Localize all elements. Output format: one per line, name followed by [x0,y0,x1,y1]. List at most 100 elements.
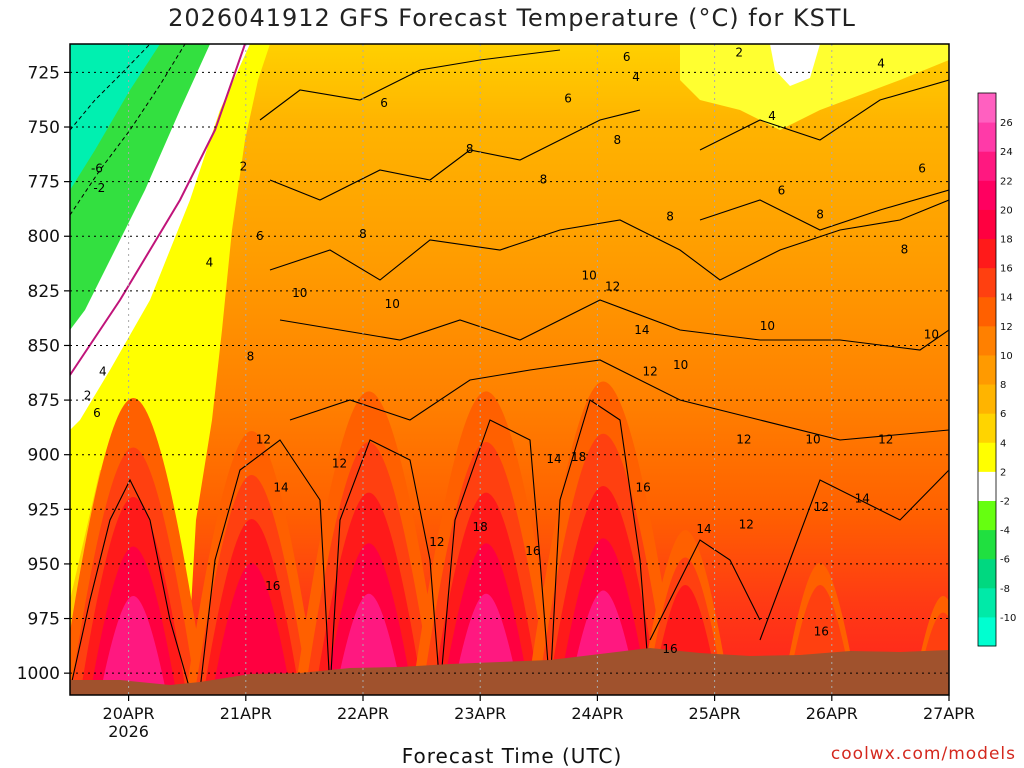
colorbar-label-0: -10 [1000,613,1016,624]
contour-label-23: 6 [564,92,572,106]
y-axis: 725 750 775 800 825 850 875 900 925 950 975 1000 [17,63,70,684]
contour-label-12: 16 [265,579,280,593]
colorbar-swatch-18 [978,93,996,123]
contour-label-42: 8 [816,207,824,221]
contour-label-24: 10 [582,269,597,283]
contour-label-26: 18 [571,450,586,464]
colorbar-swatch-5 [978,471,996,501]
contour-label-34: 16 [635,480,650,494]
contour-label-38: 12 [736,432,751,446]
contour-label-52: 12 [878,432,893,446]
colorbar-label-6: 4 [1000,438,1006,449]
contour-label-7: 6 [256,229,264,243]
contour-line-8 [279,299,949,351]
colorbar-swatch-13 [978,238,996,269]
contour-label-18: 12 [429,535,444,549]
x-tick-label-6: 26APR [806,704,858,723]
contour-line-9 [289,359,949,441]
y-tick-label-10: 975 [28,610,60,630]
colorbar-swatch-17 [978,122,996,152]
contour-line-3 [439,419,551,691]
contour-label-22: 14 [546,452,561,466]
colorbar-swatch-0 [978,616,996,647]
contour-label-3: 4 [99,365,107,379]
y-tick-label-7: 900 [28,446,60,466]
contour-line-0 [70,478,191,691]
contour-label-47: 16 [814,625,829,639]
contour-label-8: 8 [247,349,255,363]
colorbar-label-11: 14 [1000,293,1013,304]
dashed-contour-0 [70,44,151,131]
colorbar-label-17: 26 [1000,118,1013,129]
contour-label-28: 4 [632,70,640,84]
x-tick-label-3: 23APR [454,704,506,723]
contour-label-50: 8 [901,242,909,256]
contour-label-13: 12 [332,456,347,470]
contour-label-31: 14 [634,323,649,337]
colorbar-swatch-3 [978,529,996,560]
plot-frame [69,43,950,696]
contour-label-35: 14 [696,522,711,536]
contour-line-11 [759,469,949,641]
contour-label-10: 12 [256,432,271,446]
colorbar-label-9: 10 [1000,351,1013,362]
x-tick-label-7: 27APR [923,704,975,723]
y-tick-label-1: 750 [28,118,60,138]
y-tick-label-6: 875 [28,391,60,411]
contour-label-32: 12 [642,365,657,379]
y-tick-label-4: 825 [28,282,60,302]
contour-label-25: 12 [605,279,620,293]
contour-label-2: 2 [84,389,92,403]
colorbar-label-4: -2 [1000,496,1010,507]
colorbar-swatch-1 [978,587,996,618]
contour-label-30: 8 [666,210,674,224]
credit-link[interactable]: coolwx.com/models [830,744,1016,764]
contour-label-0: -6 [91,162,103,176]
contour-label-19: 18 [473,520,488,534]
x-tick-label-0: 20APR [103,704,155,723]
colorbar-label-3: -4 [1000,526,1010,537]
contour-label-43: 10 [760,319,775,333]
colorbar-label-16: 24 [1000,147,1013,158]
x-tick-label-5: 25APR [689,704,741,723]
contour-label-29: 8 [614,133,622,147]
colorbar-swatch-16 [978,151,996,181]
colorbar-label-15: 22 [1000,176,1013,187]
y-tick-label-5: 850 [28,336,60,356]
contour-label-20: 8 [540,172,548,186]
hot-core-1-level-3 [212,563,292,695]
colorbar-label-1: -8 [1000,584,1010,595]
x-tick-sublabel-0: 2026 [108,722,149,741]
colorbar-swatch-11 [978,296,996,327]
contour-label-9: 10 [292,286,307,300]
contour-label-40: 4 [768,109,776,123]
colorbar-label-14: 20 [1000,205,1013,216]
grid-lines [70,44,950,695]
colorbar-label-8: 8 [1000,380,1006,391]
contour-line-7 [269,199,949,281]
contour-label-14: 6 [380,96,388,110]
x-tick-label-2: 22APR [337,704,389,723]
colorbar-swatch-15 [978,180,996,210]
contour-line-4 [549,399,651,691]
y-tick-label-3: 800 [28,227,60,247]
upper-white-patch [770,44,820,86]
x-tick-label-1: 21APR [220,704,272,723]
contour-labels: -6-2246426810121416126810812188161461012… [84,46,939,656]
y-tick-label-8: 925 [28,500,60,520]
contour-label-41: 6 [778,183,786,197]
colorbar-label-12: 16 [1000,264,1013,275]
contour-label-16: 10 [385,297,400,311]
dashed-contour-1 [70,44,186,216]
contour-label-21: 16 [525,544,540,558]
contour-label-39: 2 [735,46,743,60]
y-tick-label-0: 725 [28,63,60,83]
y-tick-label-9: 950 [28,555,60,575]
colorbar-swatch-12 [978,267,996,298]
hot-core-0-level-4 [99,596,167,695]
contour-label-15: 8 [359,227,367,241]
ground-terrain [70,648,949,695]
colorbar-swatch-7 [978,413,996,443]
contour-label-48: 4 [877,57,885,71]
